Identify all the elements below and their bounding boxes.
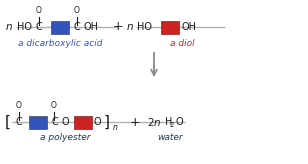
Text: $n$: $n$ [112,123,118,132]
Text: C: C [16,117,23,127]
Text: $n$: $n$ [5,22,13,32]
Text: C: C [36,22,43,32]
Text: $n$: $n$ [126,22,134,32]
Text: [: [ [5,114,11,130]
Text: +: + [130,115,140,129]
Text: O: O [175,117,183,127]
Text: C: C [51,117,58,127]
Text: O: O [94,117,102,127]
Text: HO: HO [137,22,152,32]
Text: C: C [74,22,81,32]
Text: O: O [61,117,69,127]
Text: O: O [36,6,42,15]
Text: O: O [16,101,22,110]
Text: a dicarboxylic acid: a dicarboxylic acid [18,39,102,48]
Text: OH: OH [181,22,196,32]
Text: H: H [165,117,172,127]
Text: O: O [51,101,57,110]
Bar [161,20,179,33]
Text: 2: 2 [170,122,174,128]
Bar [51,20,69,33]
Text: O: O [74,6,80,15]
Text: OH: OH [84,22,99,32]
Text: a diol: a diol [170,39,194,48]
Text: water: water [157,133,183,142]
Bar [29,115,47,129]
Bar [74,115,92,129]
Text: HO: HO [17,22,32,32]
Text: +: + [113,20,123,33]
Text: ]: ] [104,114,110,130]
Text: $2n$: $2n$ [147,116,161,128]
Text: a polyester: a polyester [40,133,90,143]
